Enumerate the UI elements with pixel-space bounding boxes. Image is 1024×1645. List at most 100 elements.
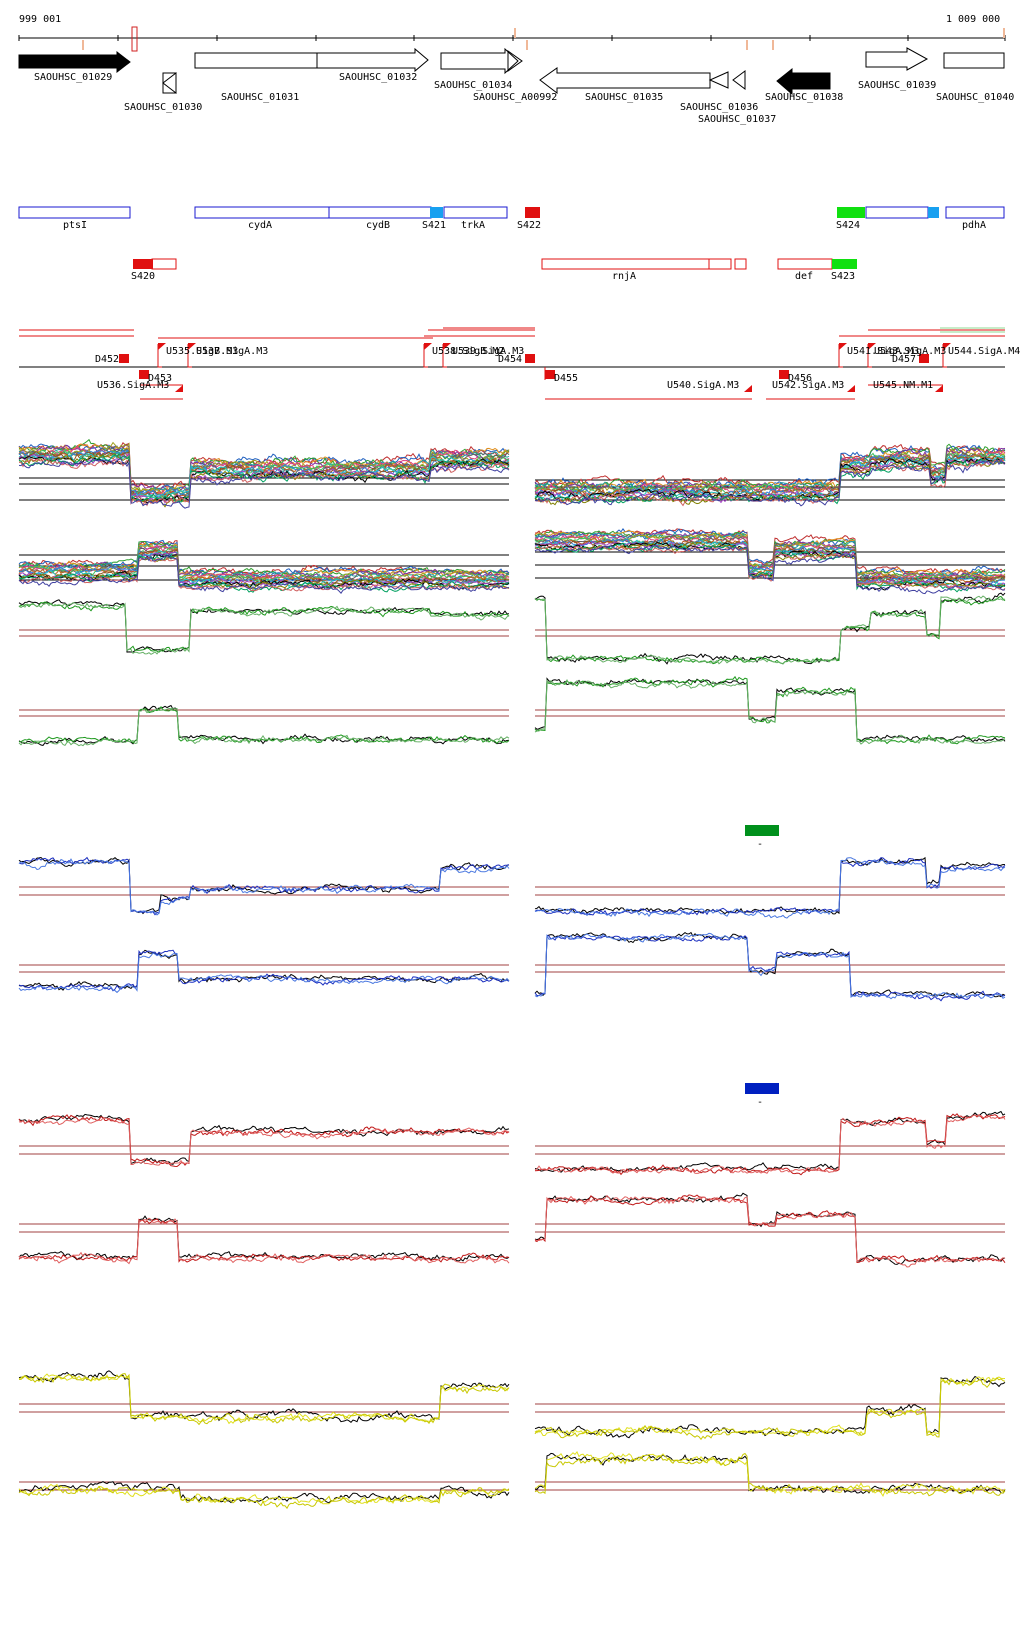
expression-trace [18,458,510,509]
tu-label: U545.NM.M1 [873,380,933,391]
red-feature-track: S420 rnjA def S423 [131,258,857,282]
gene-label: SAOUHSC_01036 [680,102,758,113]
expression-trace [18,1373,510,1425]
yellow-panel-left-2 [18,1481,510,1510]
expression-trace [534,1113,1006,1176]
expression-trace [534,1452,1006,1497]
expression-trace [18,949,510,991]
feature-label: S423 [831,271,855,282]
feature-label: def [795,271,813,282]
tu-label: U541.SigA.M3 [847,346,919,357]
expression-trace [18,1485,510,1510]
condition-legend: - - [745,825,779,1108]
blue-feature-track: ptsI cydA cydB S421 trkA S422 S424 pdhA [18,206,1005,231]
gene-label: SAOUHSC_01031 [221,92,299,103]
expression-trace [18,1218,510,1263]
axis-end-label: 1 009 000 [946,14,1000,25]
gene-arrow-track [18,47,1005,96]
gene-arrow-labels: SAOUHSC_01029 SAOUHSC_01030 SAOUHSC_0103… [34,72,1014,125]
feature-label: S422 [517,220,541,231]
feature-label: cydB [366,220,390,231]
tu-label: U539.SigA.M3 [452,346,524,357]
tu-label: U540.SigA.M3 [667,380,739,391]
expression-trace [19,1373,510,1426]
tu-label: D452 [95,354,119,365]
expression-trace [534,544,1006,591]
expression-trace [534,458,1006,505]
expression-trace [18,856,510,916]
expression-trace [18,952,510,994]
green-panel-right-2 [534,675,1006,745]
expression-trace [18,452,510,503]
feature-label: rnjA [612,271,636,282]
expression-trace [18,542,510,581]
expression-trace [19,458,510,507]
blue-panel-right-1 [534,856,1006,919]
tu-label: D454 [498,354,522,365]
gene-label: SAOUHSC_01037 [698,114,776,125]
multi-panel-mid-left [18,539,510,595]
expression-trace [534,459,1006,507]
expression-trace [534,545,1006,595]
expression-trace [18,1117,510,1166]
expression-trace [534,595,1006,665]
legend-label: - [757,1097,763,1108]
multi-panel-mid-right [534,528,1006,595]
feature-label: S420 [131,271,155,282]
tu-label: U538.SigB.M2 [432,346,504,357]
expression-trace [18,555,510,595]
expression-trace [534,592,1006,665]
yellow-panel-right-2 [534,1450,1006,1497]
tu-label: U542.SigA.M3 [772,380,844,391]
feature-label: ptsI [63,220,87,231]
yellow-panel-left-1 [18,1370,510,1426]
axis-start-label: 999 001 [19,14,61,25]
blue-panel-right-2 [534,931,1006,1002]
expression-trace [534,932,1006,1000]
expression-trace [18,856,510,915]
tu-label: D455 [554,373,578,384]
gene-label: SAOUHSC_01032 [339,72,417,83]
green-panel-right-1 [534,592,1006,665]
tu-label: D456 [788,373,812,384]
expression-trace [534,1192,1006,1265]
expression-trace [534,529,1006,579]
expression-trace [534,1110,1006,1173]
legend-swatch-green [745,825,779,836]
coordinate-axis: 999 001 1 009 000 [18,14,1006,52]
expression-trace [18,544,510,580]
feature-label: S421 [422,220,446,231]
blue-panel-left-2 [18,949,510,994]
expression-trace [534,677,1006,743]
expression-trace [18,445,510,498]
expression-trace [18,1217,510,1265]
expression-trace [534,528,1006,577]
expression-trace [18,546,510,584]
red-panel-left-1 [18,1113,510,1168]
feature-label: trkA [461,220,485,231]
expression-trace [18,704,510,746]
expression-trace [534,857,1006,919]
tu-label: U537.SigA.M3 [196,346,268,357]
yellow-panel-right-1 [534,1375,1006,1441]
expression-trace [534,934,1006,1002]
expression-trace [18,541,510,579]
expression-trace [535,454,1006,500]
red-panel-left-2 [18,1215,510,1265]
red-panel-right-1 [534,1110,1006,1176]
expression-trace [534,1194,1006,1268]
expression-trace [534,931,1006,998]
expression-profile-panels [18,438,1006,1510]
tu-label: D457 [892,354,916,365]
green-panel-left-1 [18,599,510,655]
multi-panel-top-left [18,438,510,509]
gene-label: SAOUHSC_01030 [124,102,202,113]
tu-label: D453 [148,373,172,384]
expression-trace [534,1376,1006,1437]
expression-trace [18,1370,510,1423]
multi-panel-top-right [534,443,1006,507]
gene-label: SAOUHSC_01034 [434,80,512,91]
expression-trace [18,456,510,504]
